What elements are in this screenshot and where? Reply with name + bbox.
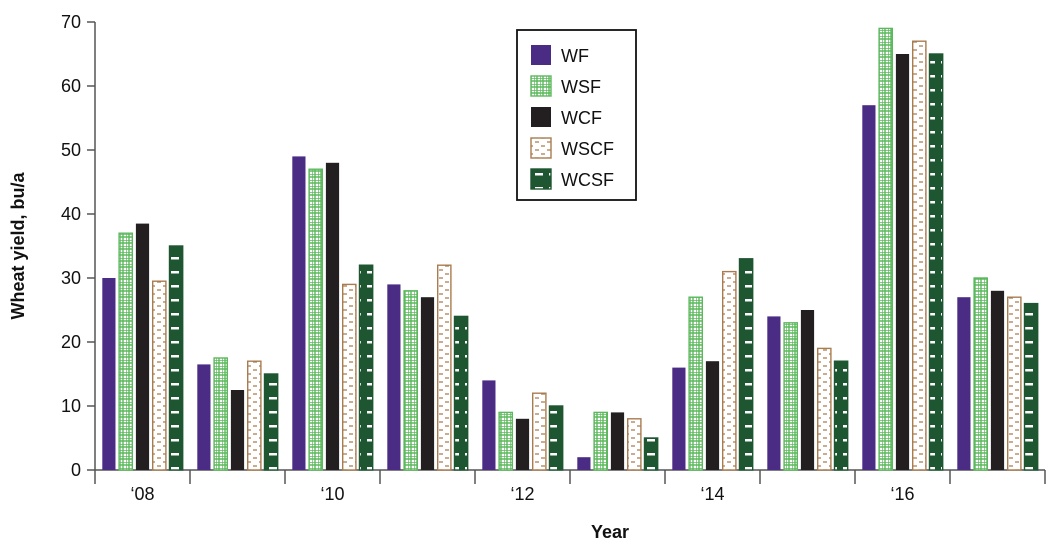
bars (102, 27, 1039, 471)
bar-wcsf-9 (1023, 302, 1039, 471)
y-tick-label: 40 (61, 204, 81, 224)
legend-swatch-wcsf (530, 168, 552, 190)
bar-wf-2 (292, 156, 306, 470)
legend-label-wscf: WSCF (561, 139, 614, 159)
y-tick-label: 50 (61, 140, 81, 160)
bar-wsf-1 (213, 357, 229, 471)
bar-wsf-2 (308, 168, 324, 471)
legend: WF WSF WCF WSCF WCSF (516, 29, 637, 201)
y-axis: 0 10 20 30 40 50 60 70 (61, 12, 96, 480)
bar-wf-4 (482, 380, 496, 470)
bar-wcf-6 (705, 361, 720, 470)
legend-label-wcf: WCF (561, 108, 602, 128)
bar-wcsf-5 (643, 437, 659, 471)
bar-wf-6 (672, 367, 686, 470)
bar-wscf-6 (722, 270, 737, 471)
bar-wcf-7 (800, 310, 815, 470)
bar-wsf-9 (973, 277, 988, 471)
bar-wscf-4 (532, 392, 547, 471)
bar-wcf-5 (610, 412, 625, 470)
bar-wf-0 (102, 278, 116, 470)
y-tick-label: 0 (71, 460, 81, 480)
x-tick-label: ‘10 (320, 484, 344, 504)
y-tick-label: 30 (61, 268, 81, 288)
bar-wcsf-3 (453, 315, 469, 471)
bar-wcsf-2 (358, 264, 374, 471)
bar-wcsf-7 (833, 360, 849, 471)
bar-wcf-2 (325, 162, 340, 471)
x-axis-title: Year (591, 522, 629, 542)
bar-wscf-0 (151, 280, 167, 471)
bar-wcf-3 (420, 297, 435, 470)
legend-swatch-wsf (530, 75, 552, 97)
bar-wsf-6 (688, 296, 703, 471)
x-tick-label: ‘12 (510, 484, 534, 504)
bar-wcf-1 (230, 390, 245, 470)
bar-wsf-4 (498, 411, 514, 471)
bar-wf-1 (197, 364, 211, 470)
bar-wscf-5 (627, 418, 642, 471)
y-tick-label: 70 (61, 12, 81, 32)
x-tick-label: ‘08 (130, 484, 154, 504)
bar-wsf-7 (783, 322, 798, 471)
x-tick-label: ‘16 (890, 484, 914, 504)
bar-wscf-2 (342, 283, 357, 471)
y-axis-title: Wheat yield, bu/a (8, 172, 28, 320)
bar-wcf-8 (895, 54, 910, 470)
bar-wcsf-6 (738, 258, 754, 471)
legend-label-wcsf: WCSF (561, 170, 614, 190)
y-tick-label: 20 (61, 332, 81, 352)
bar-wcsf-0 (168, 245, 184, 471)
bar-wf-7 (767, 316, 781, 470)
bar-wscf-1 (246, 360, 262, 471)
x-axis: ‘08 ‘10 ‘12 ‘14 ‘16 (94, 469, 1046, 504)
bar-wf-9 (957, 297, 971, 470)
bar-wsf-0 (118, 232, 133, 471)
bar-wf-5 (577, 457, 591, 470)
bar-wscf-8 (912, 40, 927, 471)
bar-wf-8 (862, 105, 876, 470)
bar-wcf-0 (135, 223, 150, 470)
bar-wcsf-8 (928, 53, 944, 471)
bar-wsf-3 (403, 290, 419, 471)
bar-wscf-3 (437, 264, 452, 471)
y-tick-label: 60 (61, 76, 81, 96)
bar-wcsf-4 (548, 405, 564, 471)
bar-wcf-9 (990, 290, 1005, 470)
bar-wsf-5 (593, 411, 608, 471)
legend-swatch-wcf (531, 107, 551, 127)
bar-wscf-7 (817, 347, 832, 471)
bar-wf-3 (387, 284, 401, 470)
legend-swatch-wf (531, 45, 551, 65)
x-tick-label: ‘14 (700, 484, 724, 504)
legend-swatch-wscf (530, 137, 552, 159)
y-tick-label: 10 (61, 396, 81, 416)
bar-wscf-9 (1007, 296, 1022, 471)
bar-wsf-8 (878, 27, 893, 471)
bar-wcsf-1 (263, 373, 279, 471)
legend-label-wsf: WSF (561, 77, 601, 97)
bar-wcf-4 (515, 418, 530, 470)
legend-label-wf: WF (561, 46, 589, 66)
